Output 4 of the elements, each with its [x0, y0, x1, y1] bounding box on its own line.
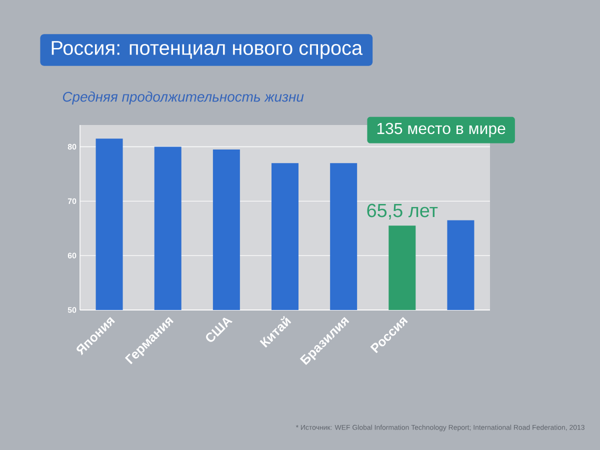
chart-title: Россия: потенциал нового спроса: [52, 41, 363, 59]
data-label: 65,5 лет: [367, 204, 438, 220]
annotation: 135 место в мире: [377, 122, 506, 138]
chart-subtitle: Средняя продолжительность жизни: [62, 91, 304, 104]
